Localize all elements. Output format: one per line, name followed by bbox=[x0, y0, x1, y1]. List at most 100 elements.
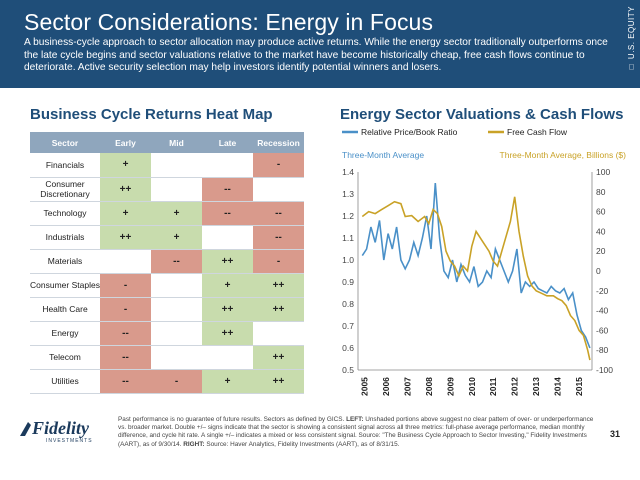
logo-subtext: INVESTMENTS bbox=[46, 438, 93, 444]
right-tick-label: 80 bbox=[596, 187, 606, 197]
right-tick-label: -40 bbox=[596, 306, 609, 316]
heatmap-row: Health Care - ++ ++ bbox=[30, 297, 304, 322]
left-tick-label: 1.1 bbox=[342, 233, 354, 243]
page-subtitle: A business-cycle approach to sector allo… bbox=[24, 37, 608, 74]
heatmap-title: Business Cycle Returns Heat Map bbox=[30, 106, 273, 123]
heatmap-row: Energy -- ++ bbox=[30, 321, 304, 346]
energy-chart: Relative Price/Book Ratio Free Cash Flow … bbox=[342, 127, 626, 396]
right-tick-label: 60 bbox=[596, 207, 606, 217]
sector-label: Energy bbox=[30, 321, 100, 346]
heatmap-row: Financials + - bbox=[30, 153, 304, 178]
heatmap-cell bbox=[151, 297, 202, 322]
heatmap-row: Consumer Staples - + ++ bbox=[30, 273, 304, 298]
heatmap-cell: -- bbox=[100, 345, 151, 370]
sector-label: Materials bbox=[30, 249, 100, 274]
heatmap-cell bbox=[151, 345, 202, 370]
heatmap-cell: ++ bbox=[253, 369, 304, 394]
heatmap-col-header: Recession bbox=[253, 132, 304, 153]
x-tick-label: 2015 bbox=[574, 377, 584, 396]
right-tick-label: 0 bbox=[596, 266, 601, 276]
heatmap-cell: -- bbox=[253, 201, 304, 226]
heatmap-cell: - bbox=[253, 249, 304, 274]
left-tick-label: 1.3 bbox=[342, 189, 354, 199]
heatmap-cell: + bbox=[100, 153, 151, 178]
page-title: Sector Considerations: Energy in Focus bbox=[24, 9, 434, 35]
heatmap-col-header: Sector bbox=[30, 132, 100, 153]
footnote: Past performance is no guarantee of futu… bbox=[118, 416, 594, 448]
logo-mark bbox=[20, 422, 31, 436]
heatmap-cell: - bbox=[100, 297, 151, 322]
heatmap-col-header: Mid bbox=[151, 132, 202, 153]
heatmap-cell bbox=[202, 153, 253, 178]
x-tick-label: 2012 bbox=[510, 377, 520, 396]
series-line-free-cash-flow bbox=[361, 196, 591, 361]
heatmap-row: Industrials ++ + -- bbox=[30, 225, 304, 250]
sector-label: Utilities bbox=[30, 369, 100, 394]
legend-label: Free Cash Flow bbox=[507, 127, 568, 137]
x-tick-label: 2014 bbox=[553, 377, 563, 396]
left-tick-label: 0.9 bbox=[342, 277, 354, 287]
heatmap-row: Technology + + -- -- bbox=[30, 201, 304, 226]
right-tick-label: -20 bbox=[596, 286, 609, 296]
heatmap-cell bbox=[202, 225, 253, 250]
right-tick-label: -60 bbox=[596, 325, 609, 335]
x-tick-label: 2005 bbox=[359, 377, 369, 396]
heatmap-cell: - bbox=[100, 273, 151, 298]
legend-label: Relative Price/Book Ratio bbox=[361, 127, 458, 137]
heatmap-cell bbox=[253, 177, 304, 202]
heatmap-row: Materials -- ++ - bbox=[30, 249, 304, 274]
left-tick-label: 0.5 bbox=[342, 365, 354, 375]
heatmap-cell bbox=[151, 153, 202, 178]
right-tick-label: 100 bbox=[596, 167, 610, 177]
heatmap-cell bbox=[151, 273, 202, 298]
sector-label: Technology bbox=[30, 201, 100, 226]
x-tick-label: 2010 bbox=[467, 377, 477, 396]
x-tick-label: 2006 bbox=[381, 377, 391, 396]
x-tick-label: 2007 bbox=[402, 377, 412, 396]
heatmap-cell: ++ bbox=[100, 225, 151, 250]
section-tag: □ U.S. EQUITY bbox=[627, 6, 636, 72]
heatmap-cell: + bbox=[151, 225, 202, 250]
right-tick-label: 20 bbox=[596, 246, 606, 256]
heatmap-cell: + bbox=[202, 273, 253, 298]
heatmap-cell: -- bbox=[151, 249, 202, 274]
heatmap-cell: ++ bbox=[253, 297, 304, 322]
sector-label: Consumer Staples bbox=[30, 273, 100, 298]
left-tick-label: 0.7 bbox=[342, 321, 354, 331]
heatmap-cell: -- bbox=[100, 369, 151, 394]
sector-label: Financials bbox=[30, 153, 100, 178]
page-number: 31 bbox=[610, 429, 621, 439]
heatmap-cell: ++ bbox=[202, 297, 253, 322]
heatmap-row: Utilities -- - + ++ bbox=[30, 369, 304, 394]
chart-legend: Relative Price/Book Ratio Free Cash Flow bbox=[342, 127, 568, 137]
chart-plot-area: 1.4 1.3 1.2 1.1 1.0 0.9 0.8 0.7 0.6 0.5 100 80 60 40 2… bbox=[342, 167, 613, 396]
heatmap-table: Sector Early Mid Late Recession Financials + -… bbox=[30, 132, 304, 394]
left-tick-label: 0.6 bbox=[342, 343, 354, 353]
left-tick-label: 0.8 bbox=[342, 299, 354, 309]
heatmap-row: Consumer Discretionary ++ -- bbox=[30, 177, 304, 202]
heatmap-cell: + bbox=[202, 369, 253, 394]
sector-label: Telecom bbox=[30, 345, 100, 370]
right-tick-label: -80 bbox=[596, 345, 609, 355]
left-tick-label: 1.4 bbox=[342, 167, 354, 177]
heatmap-cell: ++ bbox=[100, 177, 151, 202]
heatmap-row: Telecom -- ++ bbox=[30, 345, 304, 370]
heatmap-cell: -- bbox=[253, 225, 304, 250]
x-tick-label: 2011 bbox=[488, 377, 498, 396]
heatmap-header-row: Sector Early Mid Late Recession bbox=[30, 132, 304, 153]
heatmap-cell: + bbox=[151, 201, 202, 226]
right-tick-label: -100 bbox=[596, 365, 613, 375]
sector-label: Consumer Discretionary bbox=[30, 177, 100, 202]
x-tick-label: 2009 bbox=[445, 377, 455, 396]
heatmap-cell bbox=[151, 177, 202, 202]
header-banner: Sector Considerations: Energy in Focus A… bbox=[0, 0, 640, 88]
left-tick-label: 1.2 bbox=[342, 211, 354, 221]
heatmap-col-header: Early bbox=[100, 132, 151, 153]
heatmap-cell: ++ bbox=[253, 345, 304, 370]
logo-wordmark: Fidelity bbox=[31, 418, 90, 438]
heatmap-cell: -- bbox=[202, 201, 253, 226]
chart-title: Energy Sector Valuations & Cash Flows bbox=[340, 106, 624, 123]
heatmap-cell: -- bbox=[100, 321, 151, 346]
sector-label: Industrials bbox=[30, 225, 100, 250]
sector-label: Health Care bbox=[30, 297, 100, 322]
